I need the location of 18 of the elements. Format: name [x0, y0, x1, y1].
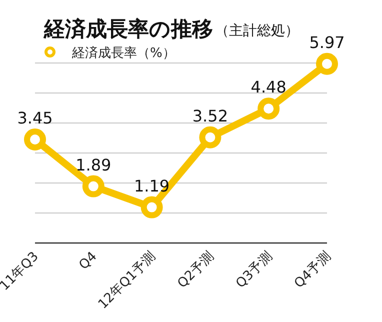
x-tick-label: Q2予測 [174, 249, 218, 292]
point [316, 52, 338, 75]
legend-label: 経済成長率（%） [71, 45, 176, 61]
data-label: 4.48 [250, 78, 286, 97]
point [24, 128, 46, 150]
x-tick-label: Q4予測 [292, 249, 334, 292]
chart-subtitle: （主計総処） [215, 23, 299, 39]
point [258, 98, 280, 120]
title: 経済成長率の推移 [44, 17, 213, 41]
point [82, 175, 104, 198]
point [140, 196, 163, 218]
data-label: 3.45 [17, 108, 53, 128]
data-label: 1.89 [76, 155, 112, 174]
legend: 経済成長率（%） [44, 46, 176, 61]
point [199, 126, 222, 148]
x-tick-label: Q3予測 [233, 249, 276, 292]
data-label: 3.52 [192, 106, 228, 126]
data-label: 5.97 [309, 32, 345, 52]
